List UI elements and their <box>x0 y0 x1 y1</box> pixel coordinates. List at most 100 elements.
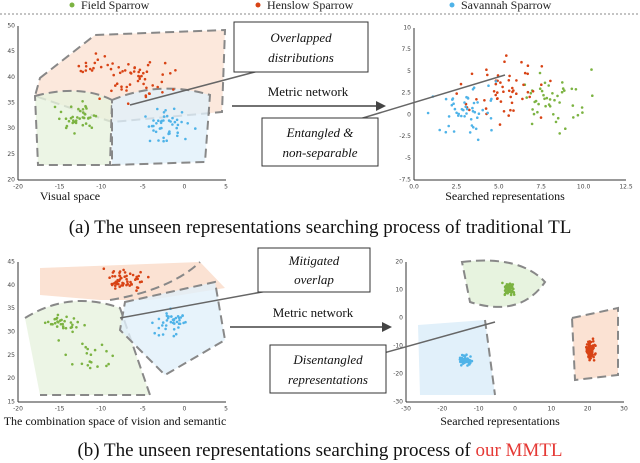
scatter-dot <box>81 100 84 103</box>
scatter-dot <box>466 364 469 367</box>
scatter-dot <box>157 317 161 321</box>
scatter-dot <box>184 137 187 141</box>
scatter-dot <box>447 115 451 118</box>
scatter-dot <box>452 130 456 133</box>
arrow-label: Metric network <box>268 84 349 99</box>
scatter-dot <box>526 64 530 67</box>
scatter-dot <box>483 99 486 102</box>
scatter-dot <box>67 119 71 123</box>
scatter-dot <box>463 101 466 104</box>
scatter-dot <box>76 116 79 119</box>
scatter-dot <box>510 290 513 294</box>
scatter-dot <box>168 132 171 135</box>
scatter-dot <box>171 116 174 120</box>
scatter-dot <box>552 113 555 116</box>
scatter-dot <box>129 71 132 74</box>
scatter-dot <box>64 326 68 330</box>
callout-text: Mitigated <box>288 253 340 268</box>
scatter-dot <box>164 324 168 327</box>
scatter-dot <box>175 118 179 122</box>
x-tick-label: -10 <box>96 406 106 413</box>
scatter-dot <box>530 122 534 126</box>
scatter-dot <box>512 89 515 92</box>
scatter-dot <box>84 104 87 108</box>
scatter-dot <box>508 74 511 78</box>
scatter-dot <box>512 293 516 296</box>
y-tick-label: 0 <box>407 111 411 118</box>
scatter-dot <box>510 284 514 287</box>
x-tick-label: -20 <box>13 406 23 413</box>
scatter-dot <box>144 115 147 118</box>
x-tick-label: 0 <box>182 406 186 413</box>
caption-text: (b) The unseen representations searching… <box>77 440 475 461</box>
x-tick-label: -15 <box>55 184 65 191</box>
scatter-dot <box>164 109 167 112</box>
scatter-dot <box>172 88 175 91</box>
scatter-dot <box>81 70 85 74</box>
scatter-dot <box>93 61 97 65</box>
scatter-dot <box>111 271 115 274</box>
scatter-dot <box>181 314 184 317</box>
scatter-dot <box>76 320 79 324</box>
scatter-dot <box>460 353 464 357</box>
scatter-dot <box>587 355 590 359</box>
scatter-dot <box>140 280 143 284</box>
scatter-dot <box>123 271 127 274</box>
scatter-dot <box>498 123 502 126</box>
scatter-dot <box>128 272 132 276</box>
x-tick-label: 0.0 <box>409 184 419 191</box>
scatter-dot <box>471 106 474 110</box>
scatter-dot <box>515 79 518 82</box>
scatter-dot <box>586 350 590 353</box>
scatter-dot <box>154 130 158 134</box>
scatter-dot <box>455 92 459 95</box>
scatter-dot <box>526 90 530 94</box>
scatter-points <box>43 52 597 370</box>
scatter-dot <box>148 61 152 64</box>
scatter-dot <box>180 120 183 124</box>
scatter-dot <box>534 99 538 103</box>
region-border <box>109 261 201 301</box>
arrowhead <box>376 101 386 111</box>
scatter-dot <box>476 138 480 142</box>
scatter-dot <box>118 285 121 289</box>
scatter-dot <box>162 111 166 114</box>
scatter-dot <box>128 83 132 86</box>
scatter-dot <box>426 111 430 115</box>
scatter-dot <box>472 86 476 89</box>
scatter-dot <box>589 351 593 355</box>
scatter-dot <box>136 79 140 83</box>
x-tick-label: 2.5 <box>452 184 462 191</box>
scatter-dot <box>161 333 165 336</box>
y-tick-label: 20 <box>7 375 15 382</box>
scatter-dot <box>83 323 86 327</box>
scatter-dot <box>194 127 197 130</box>
scatter-dot <box>157 334 161 337</box>
scatter-dot <box>74 121 78 125</box>
scatter-dot <box>126 102 130 105</box>
scatter-dot <box>100 343 104 347</box>
scatter-dot <box>175 320 179 324</box>
y-tick-label: 45 <box>7 259 15 266</box>
scatter-dot <box>503 293 507 297</box>
scatter-dot <box>172 107 176 111</box>
x-tick-label: -20 <box>437 406 447 413</box>
scatter-dot <box>111 354 114 358</box>
region <box>33 89 114 166</box>
scatter-dot <box>77 107 80 111</box>
scatter-dot <box>490 128 493 132</box>
scatter-dot <box>510 101 514 105</box>
scatter-dot <box>460 364 463 367</box>
scatter-dot <box>138 68 142 72</box>
arrowhead <box>382 322 392 332</box>
y-tick-label: 10 <box>395 287 403 294</box>
scatter-dot <box>469 355 472 358</box>
scatter-dot <box>504 291 508 295</box>
scatter-dot <box>166 316 170 320</box>
scatter-dot <box>84 69 88 72</box>
scatter-dot <box>593 353 597 356</box>
y-tick-label: 30 <box>7 125 15 132</box>
scatter-dot <box>88 366 92 370</box>
x-tick-label: -5 <box>140 184 146 191</box>
scatter-dot <box>507 114 511 117</box>
